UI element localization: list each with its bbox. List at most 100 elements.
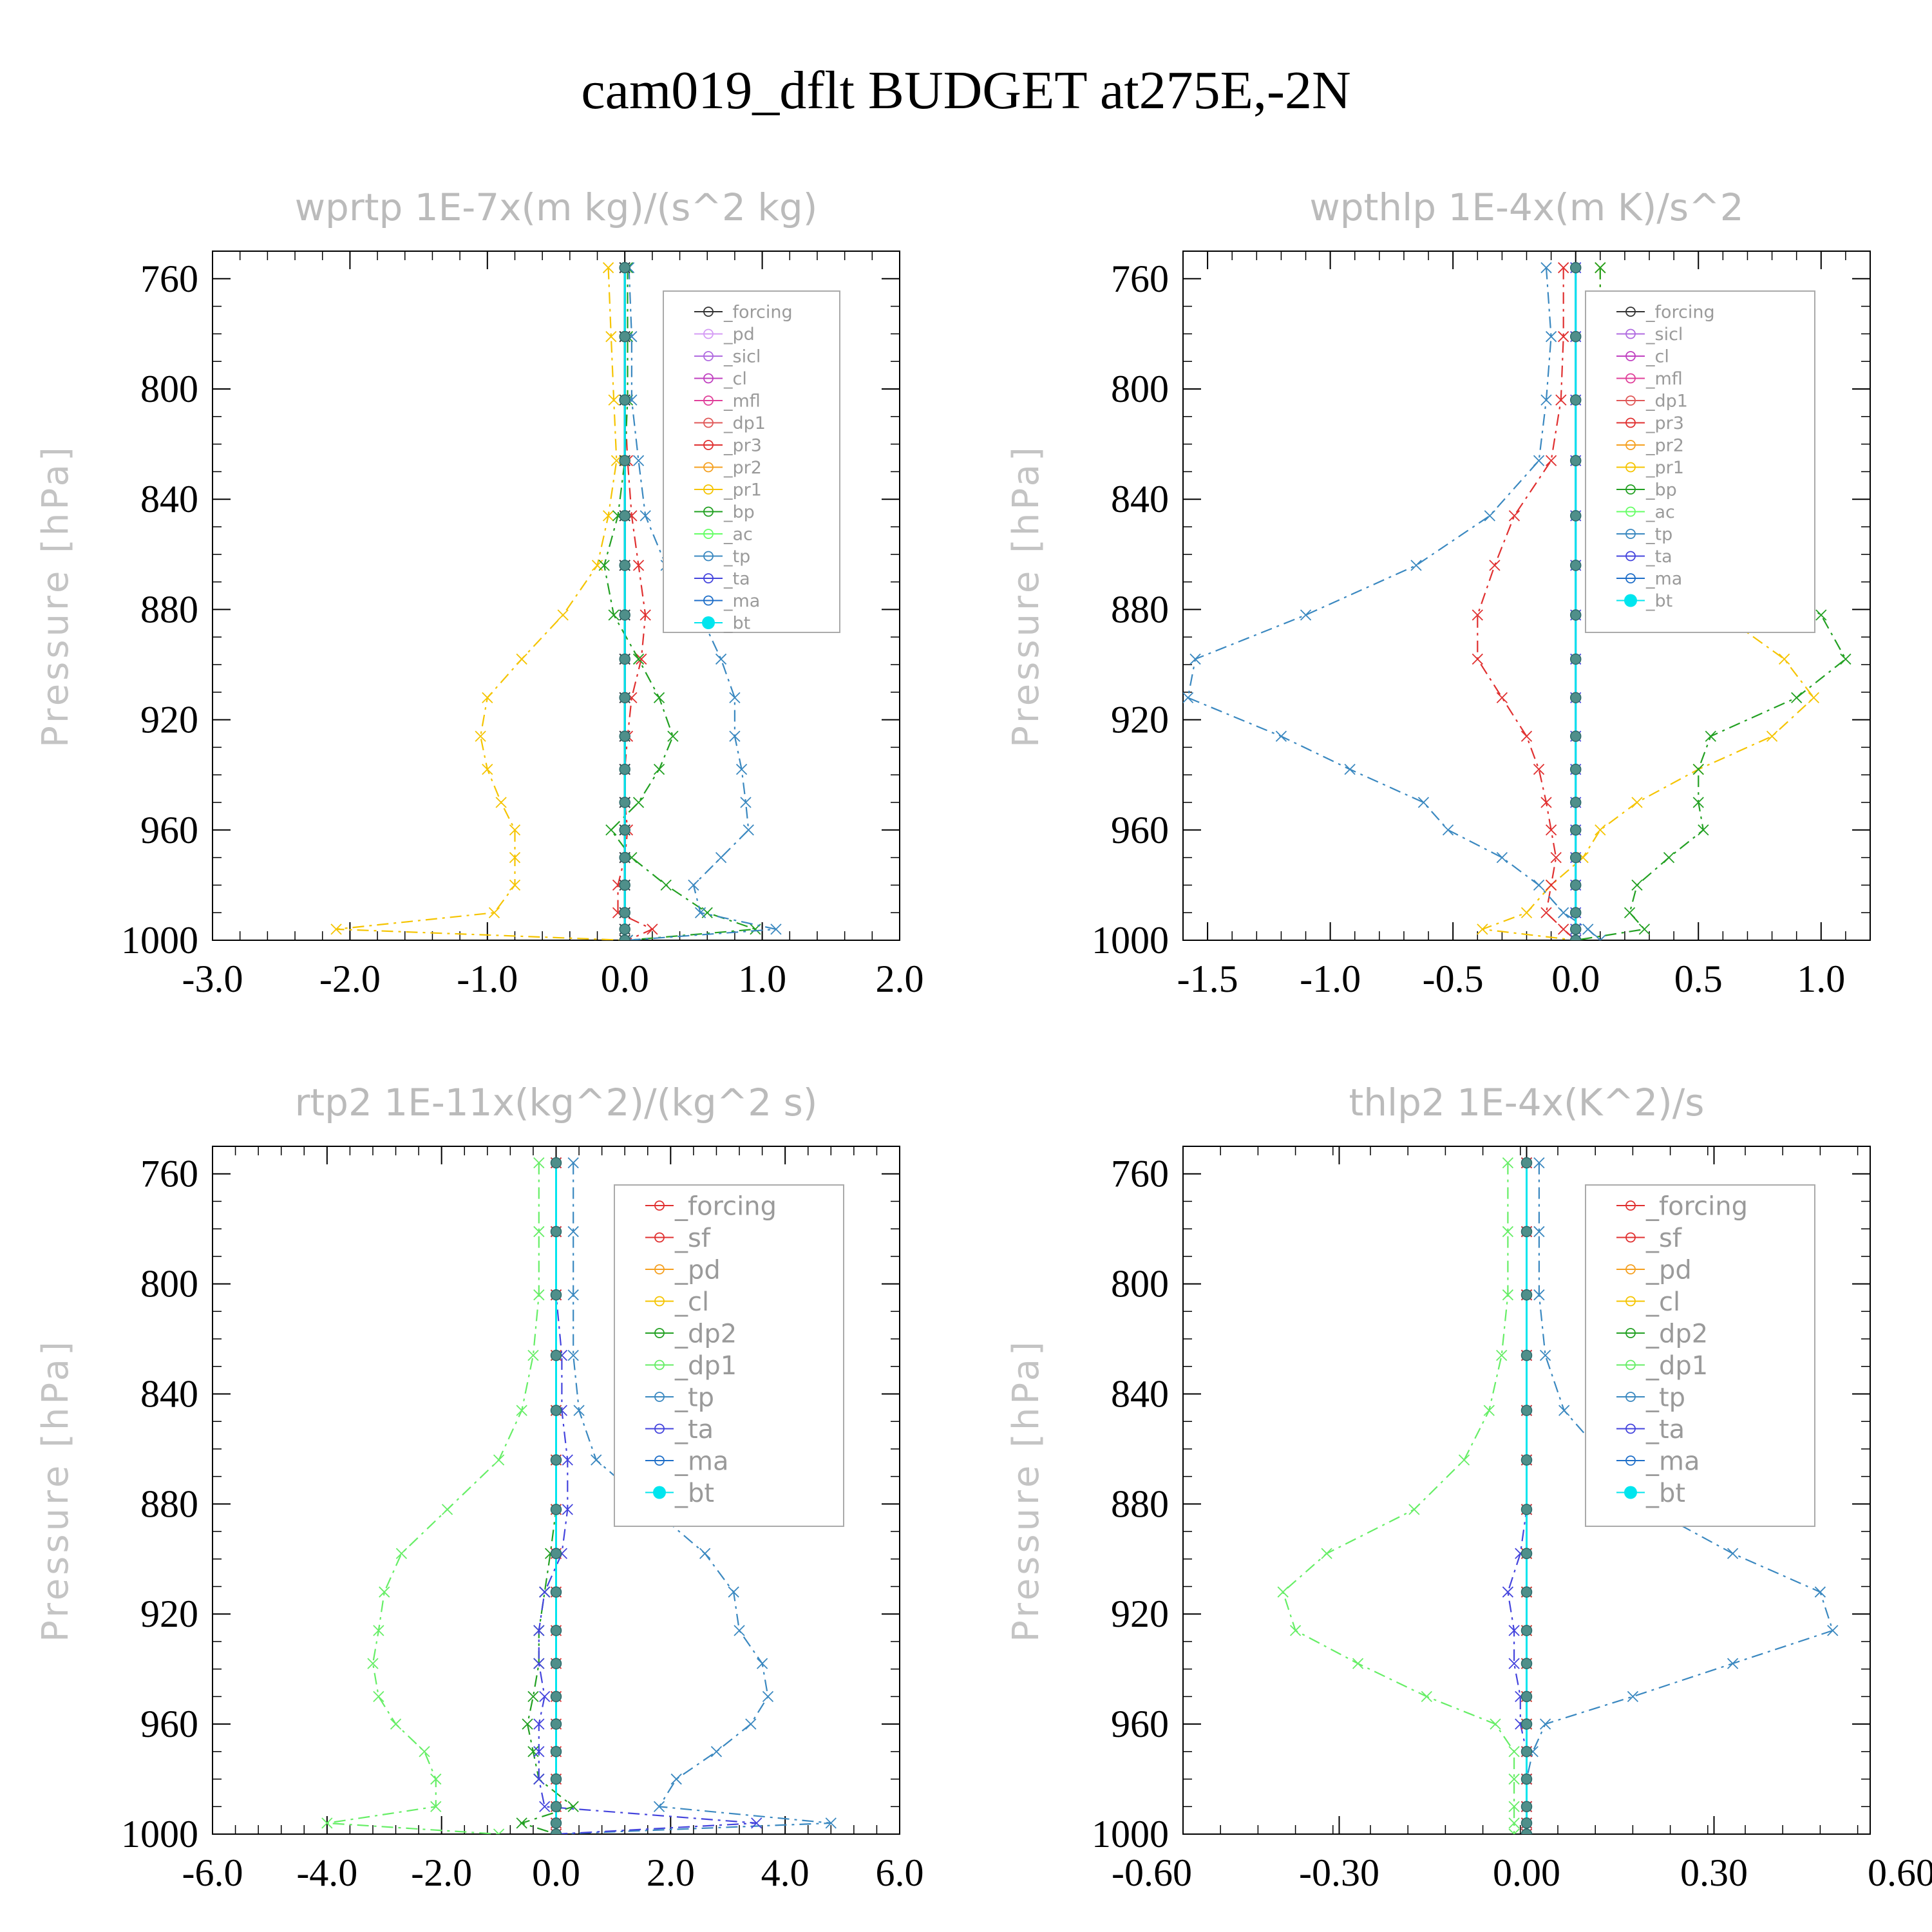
- panel-title: wpthlp 1E-4x(m K)/s^2: [1309, 185, 1743, 229]
- data-point: [639, 609, 651, 621]
- legend-swatch-marker: [1625, 462, 1636, 473]
- legend-swatch-marker: [654, 1232, 665, 1243]
- data-point: [1189, 653, 1201, 665]
- y-tick-label: 800: [140, 368, 198, 410]
- data-point: [573, 1405, 585, 1416]
- y-tick-label: 760: [1111, 258, 1169, 300]
- data-point: [619, 797, 630, 808]
- data-point: [1569, 879, 1582, 891]
- legend-label: _cl: [674, 1287, 709, 1317]
- data-point: [1533, 1226, 1545, 1238]
- data-point: [632, 560, 645, 571]
- data-point: [1545, 455, 1557, 466]
- series-line-tp: [556, 1162, 831, 1834]
- data-point: [619, 730, 630, 743]
- data-point: [562, 1504, 573, 1515]
- data-point: [619, 261, 630, 274]
- data-point: [550, 1690, 562, 1703]
- data-point: [475, 730, 486, 742]
- legend-label: _pr3: [723, 436, 762, 456]
- data-point: [1508, 1625, 1520, 1636]
- x-tick-label: -1.5: [1177, 958, 1238, 1000]
- legend: _forcing _sf_pd_cl_dp2_dp1_tp _ta_ma _bt: [1585, 1184, 1815, 1527]
- legend-swatch-marker: [1625, 373, 1636, 384]
- legend-swatch-marker: [654, 1200, 665, 1211]
- legend-label: _pd: [723, 325, 755, 345]
- legend-swatch-marker: [703, 506, 714, 517]
- y-tick-label: 760: [140, 1153, 198, 1195]
- legend-swatch-marker: [654, 1423, 665, 1434]
- legend-label: _cl: [1645, 1287, 1680, 1317]
- y-tick-label: 800: [1111, 368, 1169, 410]
- legend-swatch-marker: [703, 307, 714, 317]
- data-point: [1321, 1548, 1332, 1559]
- data-point: [1569, 851, 1582, 864]
- data-point: [550, 1226, 562, 1238]
- data-point: [1489, 560, 1501, 571]
- data-point: [1496, 1350, 1508, 1361]
- data-point: [770, 923, 782, 935]
- data-point: [1569, 730, 1582, 743]
- legend-swatch-marker: [702, 616, 715, 629]
- data-point: [1540, 797, 1552, 808]
- data-point: [1569, 934, 1582, 940]
- series-line-tp: [1526, 1162, 1834, 1834]
- data-point: [1520, 730, 1533, 742]
- legend-label: _pr2: [1645, 436, 1684, 456]
- data-point: [1582, 923, 1594, 935]
- data-point: [1520, 1289, 1533, 1301]
- data-point: [1569, 692, 1582, 704]
- y-axis-label: Pressure [hPa]: [1005, 1338, 1047, 1642]
- legend-box: [614, 1184, 844, 1527]
- data-point: [330, 923, 342, 935]
- data-point: [715, 851, 727, 864]
- data-point: [1569, 763, 1582, 775]
- data-point: [1520, 1773, 1533, 1785]
- legend-swatch-marker: [703, 373, 714, 384]
- data-point: [1558, 1405, 1570, 1416]
- data-point: [522, 1718, 533, 1730]
- data-point: [619, 879, 630, 891]
- data-point: [419, 1746, 430, 1757]
- data-point: [619, 653, 630, 665]
- legend-label: _bt: [1645, 591, 1672, 611]
- data-point: [1545, 331, 1557, 343]
- y-axis-label: Pressure [hPa]: [1005, 444, 1047, 748]
- legend-label: _sf: [1645, 1224, 1682, 1253]
- legend-label: _bt: [723, 614, 750, 634]
- data-point: [1490, 1718, 1501, 1730]
- data-point: [1569, 394, 1582, 406]
- legend-label: _ma: [674, 1446, 728, 1476]
- data-point: [1569, 510, 1582, 522]
- data-point: [602, 510, 614, 522]
- legend-swatch-marker: [654, 1264, 665, 1274]
- legend-label: _ac: [723, 525, 753, 545]
- legend-swatch-marker: [703, 484, 714, 495]
- data-point: [1595, 262, 1606, 274]
- data-point: [533, 1718, 545, 1730]
- data-point: [441, 1504, 453, 1515]
- data-point: [527, 1690, 539, 1703]
- data-point: [1421, 1690, 1432, 1703]
- data-point: [1569, 261, 1582, 274]
- data-point: [567, 1350, 579, 1361]
- data-point: [729, 730, 741, 742]
- legend-swatch-marker: [1625, 440, 1636, 450]
- data-point: [567, 1801, 579, 1812]
- data-point: [533, 1746, 545, 1757]
- legend-label: _ta: [723, 569, 750, 589]
- data-point: [1631, 797, 1643, 808]
- data-point: [734, 1625, 745, 1636]
- y-tick-label: 840: [140, 1372, 198, 1415]
- data-point: [493, 1454, 505, 1466]
- y-tick-label: 1000: [121, 919, 198, 961]
- legend-swatch-marker: [654, 1392, 665, 1402]
- legend-swatch-marker: [703, 551, 714, 562]
- legend-label: _tp: [674, 1383, 714, 1412]
- data-point: [667, 730, 679, 742]
- y-tick-label: 840: [1111, 1372, 1169, 1415]
- legend-label: _ma: [1645, 1446, 1700, 1476]
- legend-label: _pr2: [723, 458, 762, 478]
- data-point: [1595, 824, 1606, 836]
- data-point: [632, 653, 645, 665]
